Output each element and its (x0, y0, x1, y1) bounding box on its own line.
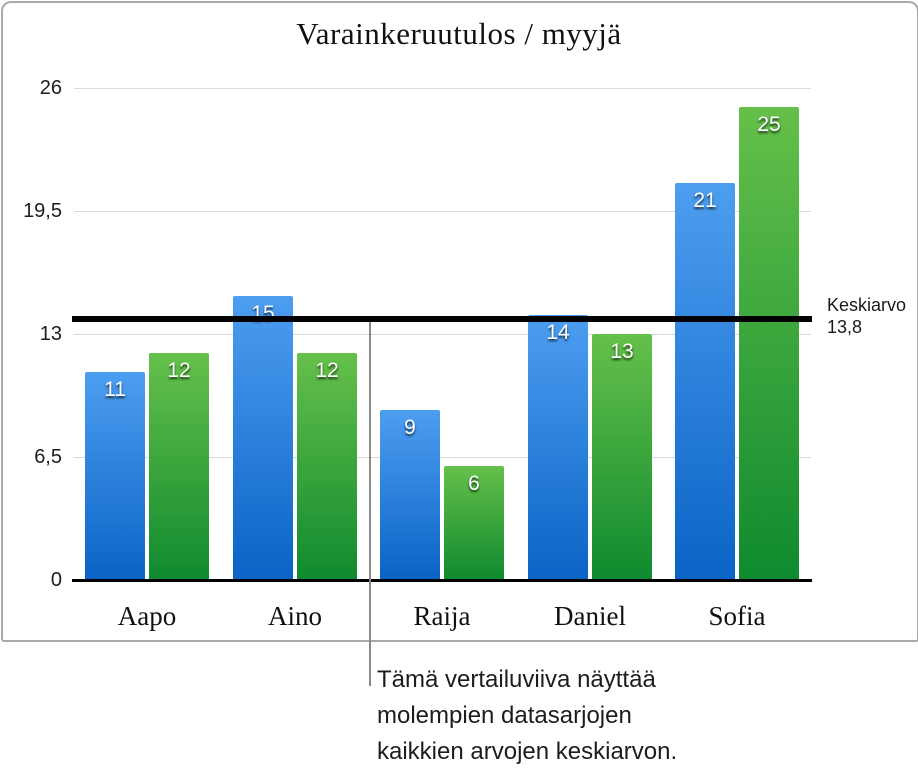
callout-text-line-2: molempien datasarjojen (377, 702, 632, 729)
callout-text-line-1: Tämä vertailuviiva näyttää (377, 666, 656, 693)
gridline-13 (74, 334, 811, 335)
bar-green-series-aapo[interactable]: 12 (149, 353, 209, 580)
y-axis-tick-label: 0 (50, 569, 62, 591)
x-axis-label-aapo: Aapo (117, 601, 177, 631)
bar-value-label: 9 (404, 416, 416, 439)
bar-blue-series-daniel[interactable]: 14 (528, 315, 588, 580)
bar-value-label: 12 (315, 359, 339, 382)
y-axis-tick-label: 13 (39, 323, 62, 345)
bar-green-series-aino[interactable]: 12 (297, 353, 357, 580)
reference-line-label-text: Keskiarvo (827, 295, 907, 315)
bar-value-label: 21 (693, 189, 717, 212)
bar-blue-series-sofia[interactable]: 21 (675, 183, 735, 580)
reference-line-label: Keskiarvo 13,8 (827, 294, 906, 338)
y-axis-tick-label: 26 (39, 77, 62, 99)
bar-green-series-daniel[interactable]: 13 (592, 334, 652, 580)
callout-text-line-3: kaikkien arvojen keskiarvon. (377, 738, 678, 765)
bar-blue-series-aino[interactable]: 15 (233, 296, 293, 580)
bar-green-series-raija[interactable]: 6 (444, 466, 504, 580)
bar-value-label: 15 (251, 302, 275, 325)
bar-blue-series-raija[interactable]: 9 (380, 410, 440, 580)
reference-line-label-value: 13,8 (827, 317, 863, 337)
x-axis-line (72, 579, 812, 582)
bar-value-label: 12 (167, 359, 191, 382)
callout-text: Tämä vertailuviiva näyttää molempien dat… (377, 662, 677, 770)
chart-title: Varainkeruutulos / myyjä (296, 16, 622, 51)
y-axis-tick-label: 19,5 (23, 200, 62, 222)
gridline-26 (74, 88, 811, 89)
x-axis-label-raija: Raija (413, 601, 471, 631)
bar-value-label: 11 (104, 378, 126, 401)
gridline-6,5 (74, 457, 811, 458)
bar-blue-series-aapo[interactable]: 11 (85, 372, 145, 580)
x-axis-label-aino: Aino (268, 601, 322, 631)
bar-green-series-sofia[interactable]: 25 (739, 107, 799, 580)
bar-value-label: 14 (546, 321, 570, 344)
bar-value-label: 6 (468, 472, 480, 495)
x-axis-label-sofia: Sofia (708, 601, 766, 631)
x-axis-label-daniel: Daniel (554, 601, 626, 631)
callout-connector-line (369, 322, 371, 686)
bar-value-label: 25 (757, 113, 781, 136)
gridline-19,5 (74, 211, 811, 212)
reference-line[interactable] (72, 316, 812, 322)
y-axis-tick-label: 6,5 (34, 446, 62, 468)
bar-value-label: 13 (610, 340, 634, 363)
